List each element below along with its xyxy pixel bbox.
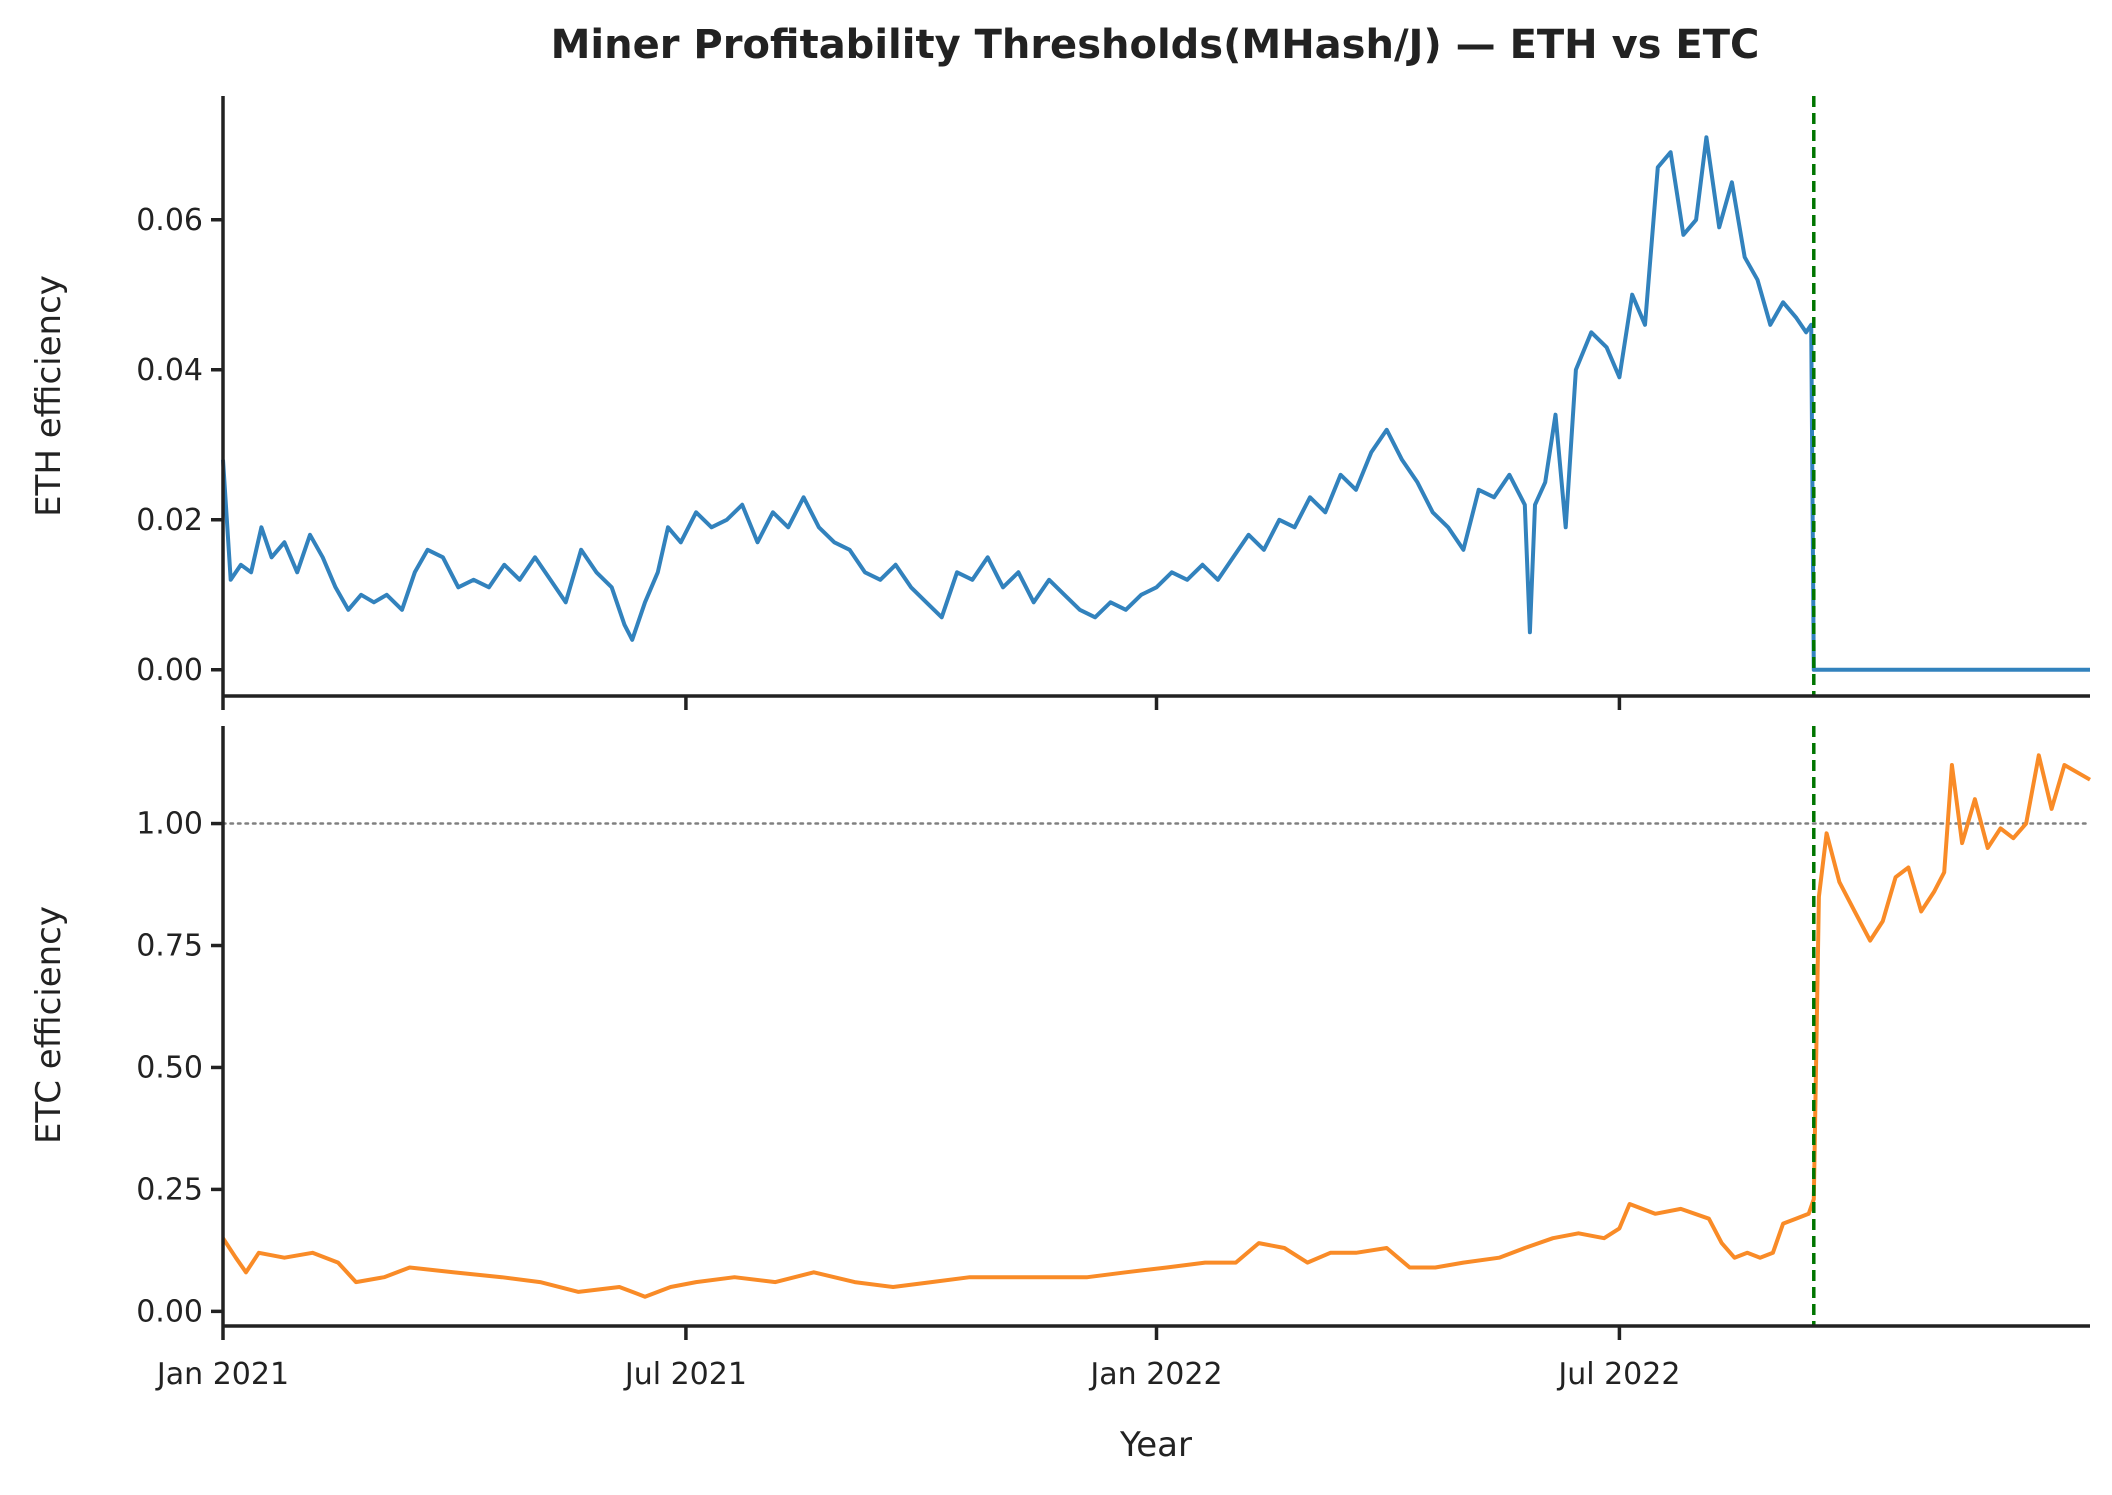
eth-series-layer: [221, 135, 2090, 672]
x-tick-label: Jan 2022: [1088, 1357, 1222, 1392]
eth-y-axis-label: ETH efficiency: [29, 275, 69, 517]
x-axis-label: Year: [1119, 1425, 1192, 1465]
x-tick-label: Jan 2021: [155, 1357, 289, 1392]
etc-y-tick-label: 0.25: [136, 1172, 203, 1207]
etc-y-axis: 0.00 0.25 0.50 0.75 1.00: [136, 807, 223, 1329]
eth-x-ticks: [221, 696, 1622, 710]
eth-y-tick-label: 0.04: [136, 353, 203, 388]
eth-series-line: [221, 135, 2090, 672]
chart-title: Miner Profitability Thresholds(MHash/J) …: [551, 22, 1760, 68]
etc-y-tick-label: 1.00: [136, 807, 203, 842]
eth-panel: 0.00 0.02 0.04 0.06 ETH efficiency: [29, 96, 2090, 710]
etc-y-tick-label: 0.00: [136, 1294, 203, 1329]
etc-y-axis-label: ETC efficiency: [29, 906, 69, 1144]
etc-y-tick-label: 0.50: [136, 1050, 203, 1085]
etc-x-axis: Jan 2021 Jul 2021 Jan 2022 Jul 2022: [155, 1326, 1680, 1392]
etc-series-line: [221, 753, 2091, 1299]
eth-y-axis: 0.00 0.02 0.04 0.06: [136, 203, 223, 688]
eth-y-tick-label: 0.06: [136, 203, 203, 238]
etc-y-tick-label: 0.75: [136, 929, 203, 964]
etc-panel: 0.000.250.500.751.00 Jan 2021 Jul 2021 Jan…: [29, 726, 2092, 1392]
eth-y-tick-label: 0.02: [136, 503, 203, 538]
x-tick-label: Jul 2021: [623, 1357, 747, 1392]
etc-series-layer: [221, 753, 2091, 1299]
eth-y-tick-label: 0.00: [136, 653, 203, 688]
x-tick-label: Jul 2022: [1556, 1357, 1680, 1392]
